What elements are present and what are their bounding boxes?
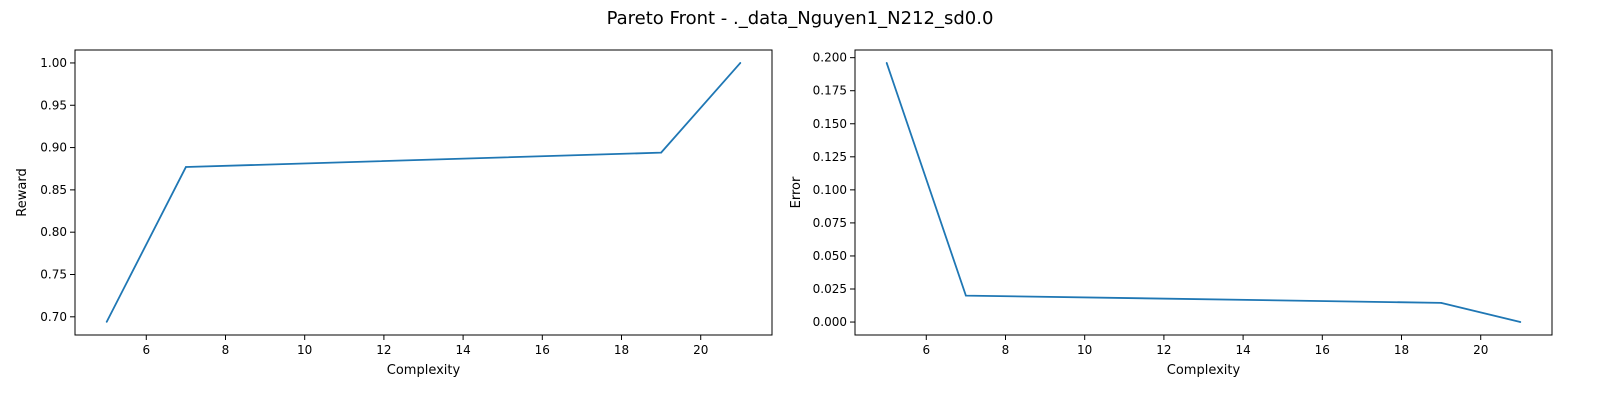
data-point — [1519, 321, 1522, 323]
y-tick-label: 0.100 — [813, 183, 847, 197]
x-tick-label: 10 — [1077, 343, 1092, 357]
figure-title: Pareto Front - ._data_Nguyen1_N212_sd0.0 — [607, 8, 994, 29]
axes-frame — [74, 49, 773, 336]
x-tick-label: 8 — [222, 343, 230, 357]
y-tick-label: 0.125 — [813, 150, 847, 164]
x-tick-label: 16 — [1315, 343, 1330, 357]
data-point — [105, 320, 108, 323]
x-tick-label: 16 — [535, 343, 550, 357]
data-point — [1440, 301, 1443, 304]
chart-panel-1: 6 8 10 12 14 16 18 20 0.70 0.75 0.80 0.85 0.90 0.95 1.… — [15, 49, 773, 378]
y-tick-label: 0.000 — [813, 315, 847, 329]
series-line-1 — [105, 62, 741, 323]
x-axis-label: Complexity — [1167, 363, 1241, 378]
y-tick-label: 0.175 — [813, 84, 847, 98]
y-tick-label: 0.025 — [813, 282, 847, 296]
x-tick-label: 14 — [1235, 343, 1250, 357]
x-tick-label: 20 — [693, 343, 708, 357]
x-tick-label: 18 — [1394, 343, 1409, 357]
x-axis-label: Complexity — [387, 363, 461, 378]
x-tick-label: 8 — [1002, 343, 1010, 357]
y-tick-label: 0.150 — [813, 117, 847, 131]
y-tick-label: 0.70 — [40, 310, 67, 324]
x-tick-label: 20 — [1473, 343, 1488, 357]
y-tick-label: 0.075 — [813, 216, 847, 230]
x-tick-label: 10 — [297, 343, 312, 357]
y-axis-label: Reward — [15, 168, 30, 216]
y-tick-label: 0.90 — [40, 141, 67, 155]
data-point — [184, 166, 187, 168]
x-tick-label: 12 — [1156, 343, 1171, 357]
x-tick-label: 14 — [455, 343, 470, 357]
y-tick-label: 0.80 — [40, 225, 67, 239]
y-tick-label: 0.050 — [813, 249, 847, 263]
chart-panel-2: 6 8 10 12 14 16 18 20 0.000 0.025 0.050 0.075 0.100 0… — [789, 49, 1553, 378]
y-tick-label: 1.00 — [40, 56, 67, 70]
y-tick-label: 0.75 — [40, 267, 67, 281]
x-tick-label: 6 — [922, 343, 930, 357]
data-point — [964, 294, 967, 297]
y-tick-label: 0.95 — [40, 98, 67, 112]
series-line-1 — [885, 62, 1521, 323]
x-tick-label: 6 — [142, 343, 150, 357]
y-tick-label: 0.85 — [40, 183, 67, 197]
y-axis-label: Error — [789, 176, 804, 208]
data-point — [885, 62, 888, 64]
data-point — [660, 151, 663, 154]
axes-frame — [854, 49, 1553, 336]
x-tick-label: 12 — [376, 343, 391, 357]
y-tick-label: 0.200 — [813, 51, 847, 65]
x-tick-label: 18 — [614, 343, 629, 357]
data-point — [739, 62, 742, 64]
